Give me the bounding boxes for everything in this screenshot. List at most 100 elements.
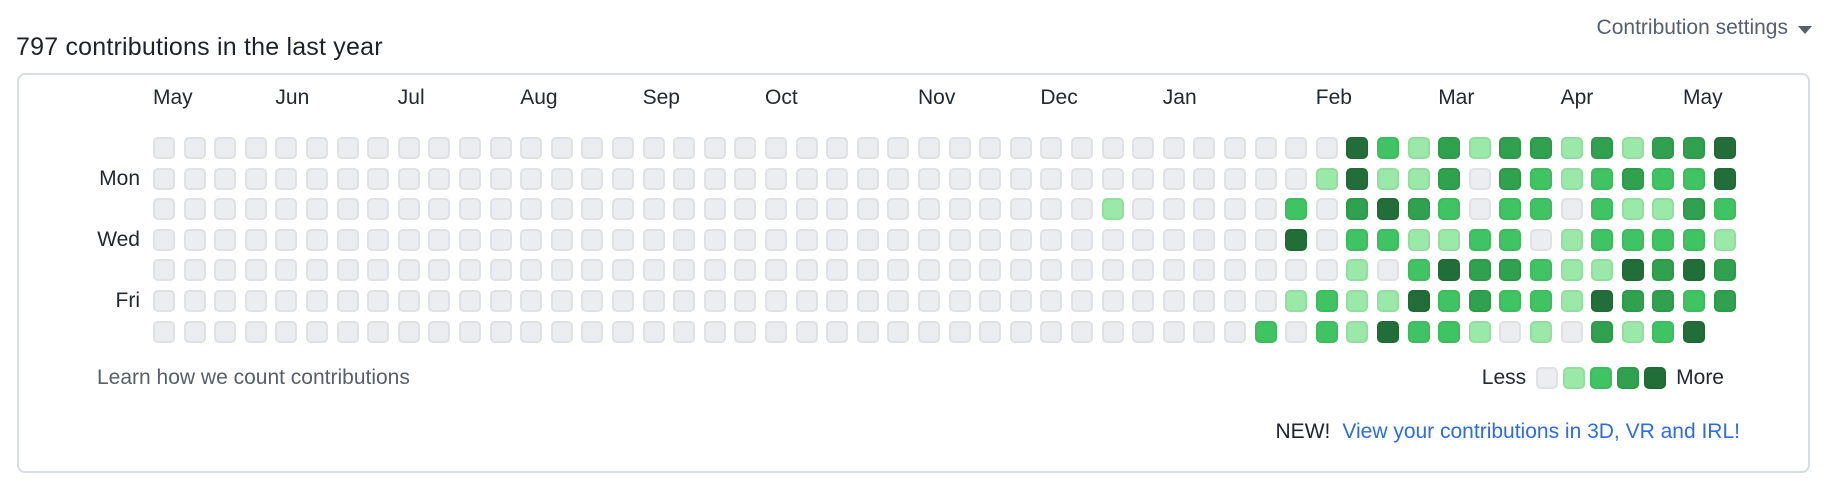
- contribution-cell[interactable]: [214, 137, 237, 159]
- contribution-cell[interactable]: [887, 228, 910, 251]
- contribution-cell[interactable]: [979, 320, 1002, 343]
- contribution-cell[interactable]: [520, 137, 543, 159]
- contribution-cell[interactable]: [1071, 137, 1093, 159]
- contribution-cell[interactable]: [887, 259, 910, 282]
- contribution-cell[interactable]: [489, 228, 512, 251]
- contribution-cell[interactable]: [153, 259, 175, 282]
- contribution-cell[interactable]: [1621, 259, 1644, 282]
- contribution-cell[interactable]: [1530, 228, 1552, 251]
- contribution-cell[interactable]: [1071, 259, 1093, 282]
- contribution-cell[interactable]: [795, 167, 818, 190]
- contribution-cell[interactable]: [367, 320, 390, 343]
- contribution-cell[interactable]: [642, 259, 665, 282]
- contribution-cell[interactable]: [1407, 290, 1430, 312]
- contribution-cell[interactable]: [918, 137, 940, 159]
- contribution-cell[interactable]: [1346, 167, 1369, 190]
- contribution-cell[interactable]: [1530, 137, 1552, 159]
- contribution-cell[interactable]: [397, 259, 420, 282]
- contribution-cell[interactable]: [275, 167, 298, 190]
- contribution-cell[interactable]: [1254, 198, 1277, 221]
- contribution-cell[interactable]: [1560, 259, 1583, 282]
- contribution-cell[interactable]: [918, 320, 940, 343]
- contribution-cell[interactable]: [1530, 198, 1552, 221]
- contribution-cell[interactable]: [306, 167, 328, 190]
- contribution-cell[interactable]: [1438, 198, 1461, 221]
- contribution-cell[interactable]: [734, 198, 757, 221]
- contribution-cell[interactable]: [1040, 137, 1063, 159]
- contribution-cell[interactable]: [673, 320, 696, 343]
- contribution-cell[interactable]: [550, 198, 573, 221]
- contribution-cell[interactable]: [1132, 167, 1155, 190]
- contribution-cell[interactable]: [979, 290, 1002, 312]
- contribution-cell[interactable]: [1346, 137, 1369, 159]
- contribution-cell[interactable]: [918, 290, 940, 312]
- contribution-cell[interactable]: [1499, 167, 1522, 190]
- contribution-cell[interactable]: [1224, 228, 1246, 251]
- contribution-cell[interactable]: [520, 290, 543, 312]
- contribution-cell[interactable]: [1071, 198, 1093, 221]
- contribution-cell[interactable]: [979, 167, 1002, 190]
- contribution-cell[interactable]: [642, 198, 665, 221]
- contribution-cell[interactable]: [887, 290, 910, 312]
- contribution-cell[interactable]: [1315, 167, 1338, 190]
- contribution-cell[interactable]: [765, 259, 787, 282]
- contribution-cell[interactable]: [397, 228, 420, 251]
- contribution-cell[interactable]: [1591, 228, 1614, 251]
- contribution-cell[interactable]: [1009, 259, 1032, 282]
- contribution-cell[interactable]: [1407, 137, 1430, 159]
- contribution-cell[interactable]: [244, 198, 267, 221]
- contribution-cell[interactable]: [1224, 137, 1246, 159]
- contribution-cell[interactable]: [1285, 137, 1308, 159]
- contribution-cell[interactable]: [1285, 259, 1308, 282]
- contribution-cell[interactable]: [948, 137, 971, 159]
- contribution-cell[interactable]: [826, 320, 849, 343]
- contribution-cell[interactable]: [1591, 320, 1614, 343]
- contribution-cell[interactable]: [336, 259, 359, 282]
- contribution-cell[interactable]: [1377, 290, 1399, 312]
- contribution-cell[interactable]: [1438, 167, 1461, 190]
- contribution-cell[interactable]: [367, 198, 390, 221]
- contribution-cell[interactable]: [1315, 198, 1338, 221]
- contribution-cell[interactable]: [1530, 290, 1552, 312]
- contribution-cell[interactable]: [520, 198, 543, 221]
- contribution-cell[interactable]: [214, 167, 237, 190]
- contribution-cell[interactable]: [581, 228, 604, 251]
- contribution-cell[interactable]: [703, 228, 726, 251]
- contribution-cell[interactable]: [183, 167, 206, 190]
- contribution-cell[interactable]: [642, 137, 665, 159]
- contribution-cell[interactable]: [1346, 228, 1369, 251]
- contribution-cell[interactable]: [1683, 290, 1705, 312]
- contribution-cell[interactable]: [765, 167, 787, 190]
- contribution-cell[interactable]: [275, 259, 298, 282]
- contribution-cell[interactable]: [1224, 167, 1246, 190]
- contribution-cell[interactable]: [979, 198, 1002, 221]
- contribution-cell[interactable]: [183, 198, 206, 221]
- contribution-cell[interactable]: [1499, 198, 1522, 221]
- contribution-cell[interactable]: [642, 167, 665, 190]
- contribution-cell[interactable]: [612, 167, 634, 190]
- contribution-cell[interactable]: [1377, 167, 1399, 190]
- contribution-cell[interactable]: [887, 167, 910, 190]
- contribution-cell[interactable]: [1009, 137, 1032, 159]
- contribution-cell[interactable]: [459, 228, 481, 251]
- contribution-cell[interactable]: [1193, 198, 1216, 221]
- contribution-cell[interactable]: [612, 290, 634, 312]
- contribution-cell[interactable]: [275, 320, 298, 343]
- contribution-cell[interactable]: [826, 167, 849, 190]
- contribution-cell[interactable]: [1621, 198, 1644, 221]
- contribution-cell[interactable]: [1377, 320, 1399, 343]
- contribution-cell[interactable]: [673, 228, 696, 251]
- contribution-cell[interactable]: [673, 290, 696, 312]
- contribution-cell[interactable]: [1377, 137, 1399, 159]
- contribution-cell[interactable]: [1071, 290, 1093, 312]
- contribution-cell[interactable]: [948, 228, 971, 251]
- contribution-cell[interactable]: [1315, 259, 1338, 282]
- contribution-cell[interactable]: [734, 259, 757, 282]
- contribution-cell[interactable]: [1193, 167, 1216, 190]
- contribution-cell[interactable]: [336, 137, 359, 159]
- contribution-cell[interactable]: [397, 290, 420, 312]
- contribution-cell[interactable]: [1713, 167, 1736, 190]
- contribution-cell[interactable]: [1346, 290, 1369, 312]
- contribution-cell[interactable]: [520, 167, 543, 190]
- contribution-cell[interactable]: [397, 320, 420, 343]
